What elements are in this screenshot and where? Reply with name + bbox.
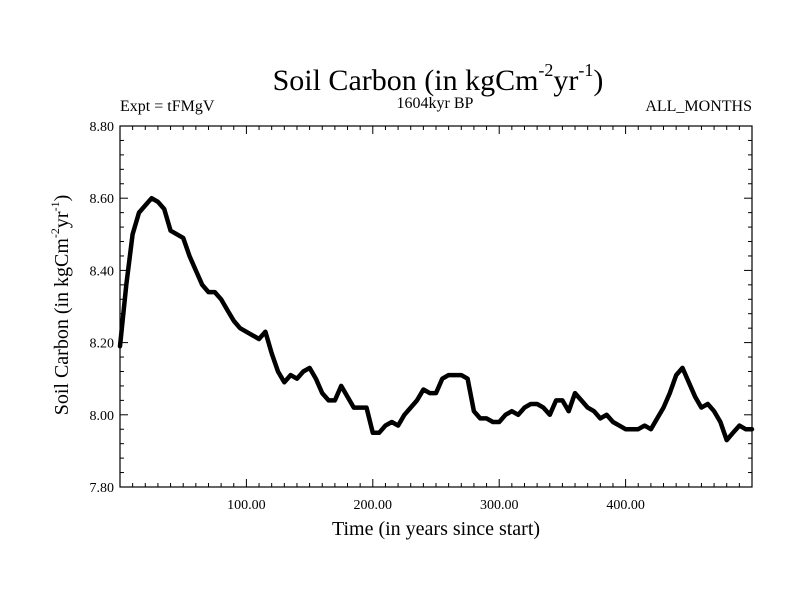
- chart-title: Soil Carbon (in kgCm-2yr-1): [273, 60, 604, 97]
- y-tick-label: 7.80: [90, 481, 115, 496]
- y-axis-label: Soil Carbon (in kgCm-2yr-1): [48, 195, 73, 416]
- chart-title-sup2: -1: [578, 60, 593, 80]
- x-tick-label: 100.00: [227, 498, 266, 513]
- subtitle-right: ALL_MONTHS: [645, 98, 752, 115]
- axis-tick-labels: 100.00 200.00 300.00 400.00 7.80 8.00 8.20 8.40…: [90, 120, 645, 513]
- subtitle-center: 1604kyr BP: [397, 95, 474, 112]
- subtitle-left: Expt = tFMgV: [120, 98, 215, 115]
- x-tick-label: 200.00: [354, 498, 393, 513]
- chart-title-mid: yr: [553, 64, 578, 97]
- y-axis-label-sup1: -2: [48, 228, 62, 238]
- x-tick-label: 400.00: [606, 498, 645, 513]
- axis-ticks: [120, 126, 752, 487]
- y-axis-label-base: Soil Carbon (in kgCm: [51, 238, 73, 416]
- y-tick-label: 8.60: [90, 192, 115, 207]
- y-axis-label-end: ): [51, 195, 73, 202]
- chart-title-end: ): [593, 64, 603, 97]
- y-axis-label-mid: yr: [51, 211, 73, 228]
- y-tick-label: 8.00: [90, 409, 115, 424]
- y-axis-label-sup2: -1: [48, 201, 62, 211]
- x-axis-label: Time (in years since start): [332, 518, 540, 540]
- y-tick-label: 8.80: [90, 120, 115, 135]
- chart-title-sup1: -2: [538, 60, 553, 80]
- y-tick-label: 8.40: [90, 264, 115, 279]
- x-tick-label: 300.00: [480, 498, 519, 513]
- series-line-soil-carbon: [117, 195, 755, 443]
- chart-title-base: Soil Carbon (in kgCm: [273, 64, 539, 97]
- y-tick-label: 8.20: [90, 337, 115, 352]
- plot-frame: [119, 125, 753, 488]
